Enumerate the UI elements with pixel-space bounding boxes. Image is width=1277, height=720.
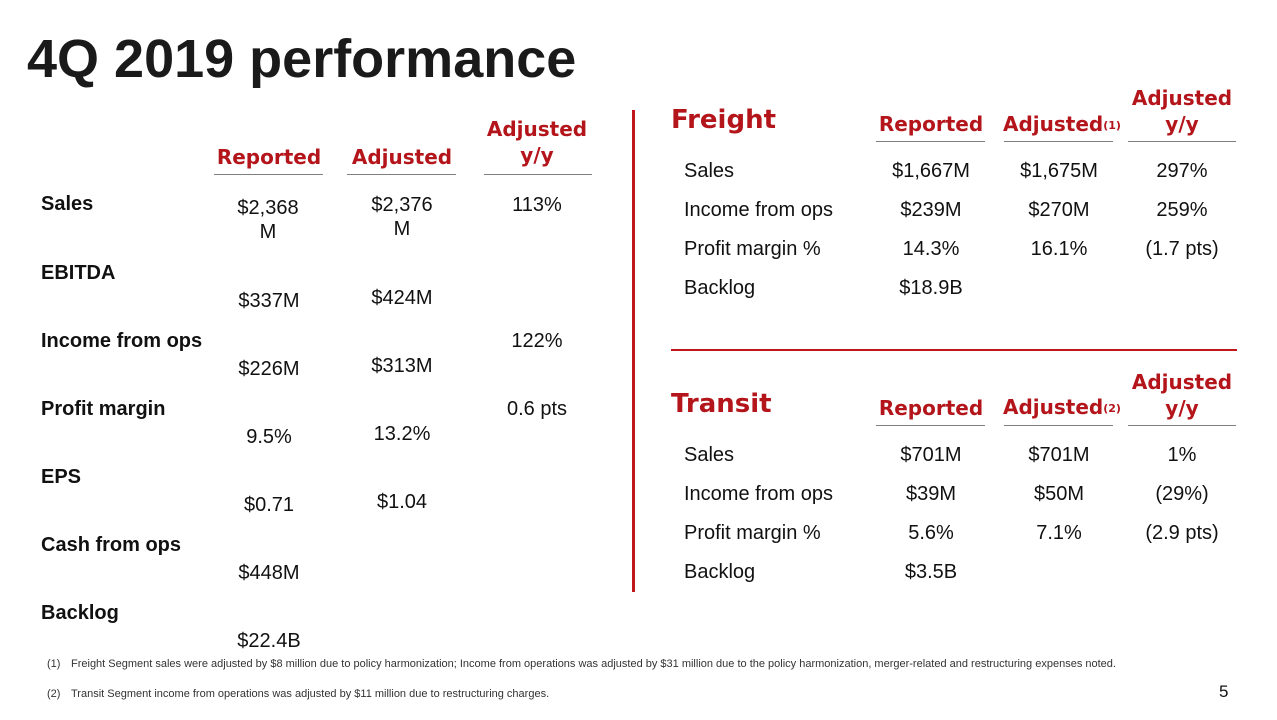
- row-label-cash-from-ops: Cash from ops: [41, 534, 182, 556]
- header-underline: [484, 174, 592, 175]
- freight-sales-yy: 297%: [1156, 160, 1208, 182]
- row-label-income-from-ops: Income from ops: [41, 330, 203, 352]
- row-label-profit-margin: Profit margin: [41, 398, 166, 420]
- cell-ebitda-reported: $337M: [238, 290, 300, 312]
- cell-eps-reported: $0.71: [243, 494, 295, 516]
- transit-header-adjusted: Adjusted(2): [1003, 394, 1121, 422]
- transit-header-yy-line2: y/y: [1165, 396, 1199, 420]
- freight-margin-yy: (1.7 pts): [1145, 238, 1219, 260]
- transit-sales-adjusted: $701M: [1028, 444, 1090, 466]
- footnote-number: (2): [47, 688, 61, 700]
- cell-income-yy: 122%: [511, 330, 563, 352]
- transit-header-reported: Reported: [878, 396, 984, 420]
- cell-sales-adjusted: $2,376 M: [371, 194, 433, 240]
- transit-income-adjusted: $50M: [1033, 483, 1085, 505]
- transit-margin-reported: 5.6%: [908, 522, 954, 544]
- cell-cash-reported: $448M: [238, 562, 300, 584]
- header-adjusted: Adjusted: [351, 145, 453, 169]
- header-underline: [347, 174, 456, 175]
- footnote-1: (1) Freight Segment sales were adjusted b…: [47, 658, 1116, 670]
- header-underline: [1128, 425, 1236, 426]
- freight-row-label: Sales: [684, 160, 735, 182]
- freight-margin-reported: 14.3%: [902, 238, 960, 260]
- freight-sales-adjusted: $1,675M: [1020, 160, 1098, 182]
- transit-header-yy-line1: Adjusted: [1131, 370, 1233, 394]
- footnote-text: Freight Segment sales were adjusted by $…: [71, 658, 1116, 670]
- transit-margin-yy: (2.9 pts): [1145, 522, 1219, 544]
- freight-margin-adjusted: 16.1%: [1030, 238, 1088, 260]
- freight-footnote-ref: (1): [1103, 119, 1121, 132]
- transit-margin-adjusted: 7.1%: [1036, 522, 1082, 544]
- page-title: 4Q 2019 performance: [27, 29, 577, 89]
- freight-row-label: Income from ops: [684, 199, 833, 221]
- transit-row-label: Backlog: [684, 561, 756, 583]
- cell-income-reported: $226M: [238, 358, 300, 380]
- cell-margin-reported: 9.5%: [246, 426, 292, 448]
- transit-header-yy: Adjusted y/y: [1128, 369, 1236, 421]
- freight-income-adjusted: $270M: [1028, 199, 1090, 221]
- horizontal-divider: [671, 349, 1237, 351]
- header-underline: [876, 141, 985, 142]
- freight-income-yy: 259%: [1156, 199, 1208, 221]
- header-adjusted-yy-line2: y/y: [520, 143, 554, 167]
- freight-header-adjusted-text: Adjusted: [1003, 112, 1104, 136]
- transit-footnote-ref: (2): [1103, 402, 1121, 415]
- freight-header-reported: Reported: [878, 112, 984, 136]
- transit-sales-reported: $701M: [900, 444, 962, 466]
- row-label-backlog: Backlog: [41, 602, 119, 624]
- cell-backlog-reported: $22.4B: [237, 630, 301, 652]
- header-adjusted-yy: Adjusted y/y: [482, 116, 592, 168]
- transit-row-label: Income from ops: [684, 483, 833, 505]
- cell-income-adjusted: $313M: [371, 355, 433, 377]
- freight-row-label: Profit margin %: [684, 238, 821, 260]
- header-underline: [876, 425, 985, 426]
- row-label-eps: EPS: [41, 466, 82, 488]
- header-reported: Reported: [216, 145, 322, 169]
- footnote-2: (2) Transit Segment income from operation…: [47, 688, 549, 700]
- freight-title: Freight: [671, 105, 777, 135]
- freight-header-yy-line1: Adjusted: [1131, 86, 1233, 110]
- freight-row-label: Backlog: [684, 277, 756, 299]
- header-underline: [1004, 425, 1113, 426]
- header-adjusted-yy-line1: Adjusted: [486, 117, 588, 141]
- cell-sales-yy: 113%: [512, 194, 562, 216]
- transit-header-adjusted-text: Adjusted: [1003, 395, 1104, 419]
- freight-backlog-reported: $18.9B: [899, 277, 963, 299]
- vertical-divider: [632, 110, 635, 592]
- cell-eps-adjusted: $1.04: [376, 491, 428, 513]
- row-label-ebitda: EBITDA: [41, 262, 116, 284]
- transit-backlog-reported: $3.5B: [904, 561, 958, 583]
- footnote-text: Transit Segment income from operations w…: [71, 688, 550, 700]
- freight-sales-reported: $1,667M: [892, 160, 970, 182]
- transit-income-reported: $39M: [905, 483, 957, 505]
- header-underline: [214, 174, 323, 175]
- row-label-sales: Sales: [41, 193, 94, 215]
- transit-income-yy: (29%): [1155, 483, 1209, 505]
- freight-header-adjusted: Adjusted(1): [1003, 111, 1121, 139]
- transit-title: Transit: [671, 389, 772, 419]
- freight-header-yy-line2: y/y: [1165, 112, 1199, 136]
- cell-sales-reported: $2,368 M: [237, 197, 299, 243]
- transit-row-label: Sales: [684, 444, 735, 466]
- freight-income-reported: $239M: [900, 199, 962, 221]
- footnote-number: (1): [47, 658, 61, 670]
- transit-row-label: Profit margin %: [684, 522, 821, 544]
- freight-header-yy: Adjusted y/y: [1128, 85, 1236, 137]
- header-underline: [1004, 141, 1113, 142]
- transit-sales-yy: 1%: [1167, 444, 1197, 466]
- page-number: 5: [1219, 682, 1229, 701]
- cell-ebitda-adjusted: $424M: [371, 287, 433, 309]
- cell-margin-yy: 0.6 pts: [506, 398, 568, 420]
- cell-margin-adjusted: 13.2%: [373, 423, 431, 445]
- header-underline: [1128, 141, 1236, 142]
